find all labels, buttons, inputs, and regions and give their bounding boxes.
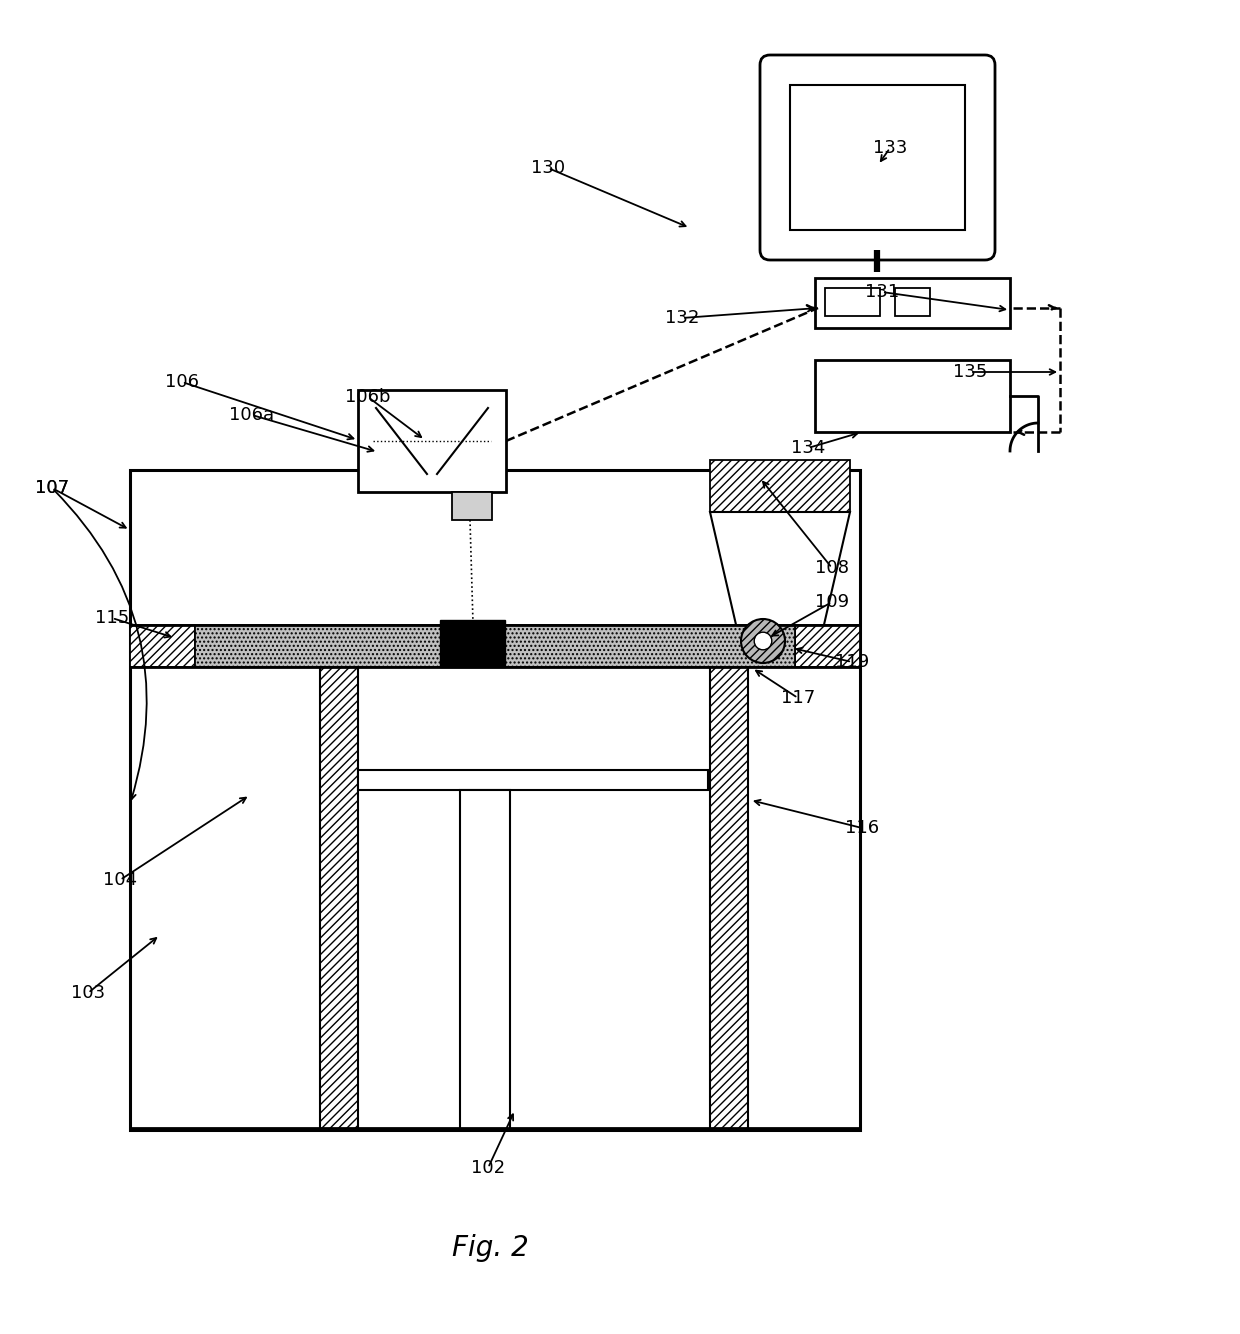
Bar — [815, 277, 1011, 328]
Bar — [790, 85, 965, 229]
Text: 108: 108 — [815, 559, 849, 578]
Bar — [795, 626, 861, 667]
Text: 106: 106 — [165, 374, 198, 391]
Polygon shape — [711, 512, 849, 642]
Text: 104: 104 — [103, 871, 138, 888]
Bar — [711, 667, 748, 1130]
Text: Fig. 2: Fig. 2 — [451, 1234, 528, 1262]
Text: 132: 132 — [665, 309, 699, 327]
Text: 131: 131 — [864, 283, 899, 301]
Text: 106a: 106a — [229, 406, 274, 424]
Text: 135: 135 — [952, 363, 987, 382]
Text: 116: 116 — [844, 819, 879, 836]
Text: 102: 102 — [471, 1159, 505, 1177]
Bar — [440, 620, 505, 667]
Text: 134: 134 — [791, 439, 825, 458]
Text: 103: 103 — [71, 984, 105, 1002]
Text: 109: 109 — [815, 594, 849, 611]
Bar — [711, 460, 849, 512]
Text: 106b: 106b — [345, 388, 391, 406]
Text: 107: 107 — [35, 479, 69, 498]
Bar — [358, 770, 708, 790]
Text: 130: 130 — [531, 159, 565, 177]
Bar — [320, 667, 358, 1130]
Ellipse shape — [742, 619, 785, 663]
Text: 115: 115 — [95, 610, 129, 627]
Text: 117: 117 — [781, 688, 815, 707]
FancyBboxPatch shape — [760, 55, 994, 260]
Text: 133: 133 — [873, 139, 908, 157]
Bar — [453, 492, 492, 520]
Bar — [825, 288, 880, 316]
Bar — [815, 360, 1011, 432]
Bar — [460, 790, 510, 1130]
Bar — [195, 626, 795, 667]
Text: 119: 119 — [835, 654, 869, 671]
Bar — [130, 626, 195, 667]
Bar — [358, 390, 506, 492]
Ellipse shape — [754, 632, 771, 650]
Text: 107: 107 — [35, 479, 69, 498]
Bar — [895, 288, 930, 316]
Bar — [130, 470, 861, 1130]
